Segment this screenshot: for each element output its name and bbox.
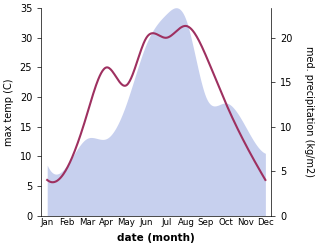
Y-axis label: max temp (C): max temp (C)	[4, 78, 14, 145]
X-axis label: date (month): date (month)	[117, 233, 195, 243]
Y-axis label: med. precipitation (kg/m2): med. precipitation (kg/m2)	[304, 46, 314, 177]
